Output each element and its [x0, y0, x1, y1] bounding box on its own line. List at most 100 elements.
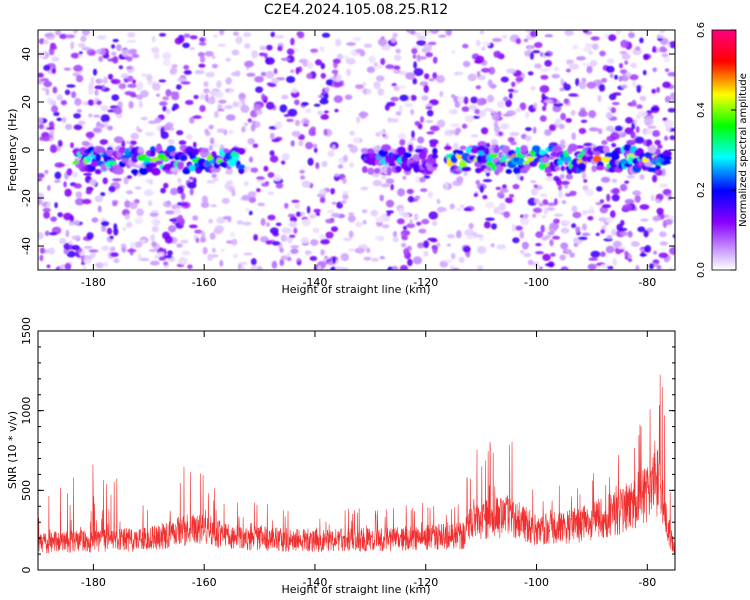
noise-cell: [279, 259, 285, 266]
noise-cell: [417, 56, 427, 60]
noise-cell: [631, 99, 637, 107]
noise-cell: [281, 153, 290, 161]
noise-cell: [656, 207, 664, 215]
noise-cell: [349, 130, 356, 136]
noise-cell: [272, 174, 282, 182]
noise-cell: [64, 188, 72, 197]
noise-cell: [101, 224, 107, 232]
noise-cell: [615, 30, 621, 36]
noise-cell: [342, 177, 347, 184]
noise-cell: [100, 192, 106, 197]
noise-cell: [217, 104, 223, 109]
noise-cell: [425, 52, 434, 58]
noise-cell: [97, 35, 107, 40]
noise-cell: [333, 95, 343, 103]
noise-cell: [621, 53, 631, 60]
noise-cell: [46, 127, 55, 130]
noise-cell: [622, 204, 633, 211]
noise-cell: [395, 48, 401, 54]
noise-cell: [59, 33, 68, 40]
noise-cell: [393, 65, 401, 70]
noise-cell: [630, 62, 638, 69]
noise-cell: [467, 73, 477, 82]
noise-cell: [436, 242, 441, 247]
noise-cell: [167, 225, 177, 233]
noise-cell: [399, 138, 406, 146]
signal-cell: [371, 157, 377, 166]
noise-cell: [73, 30, 78, 34]
noise-cell: [406, 223, 416, 229]
noise-cell: [66, 84, 76, 88]
noise-cell: [583, 179, 588, 183]
noise-cell: [267, 191, 275, 195]
noise-cell: [422, 30, 431, 35]
noise-cell: [640, 218, 649, 222]
noise-cell: [654, 139, 661, 146]
noise-cell: [171, 66, 178, 75]
noise-cell: [198, 42, 207, 46]
noise-cell: [159, 101, 168, 106]
noise-cell: [199, 236, 207, 243]
noise-cell: [498, 131, 503, 137]
noise-cell: [42, 207, 51, 213]
noise-cell: [473, 192, 479, 197]
noise-cell: [345, 58, 356, 65]
noise-cell: [55, 30, 62, 36]
noise-cell: [606, 235, 613, 240]
noise-cell: [89, 178, 97, 186]
noise-cell: [392, 230, 398, 238]
noise-cell: [238, 92, 246, 101]
noise-cell: [605, 111, 613, 119]
noise-cell: [479, 30, 485, 35]
noise-cell: [112, 56, 119, 64]
x-tick-label: -180: [81, 276, 106, 289]
noise-cell: [479, 185, 484, 193]
noise-cell: [384, 104, 390, 111]
noise-cell: [38, 72, 44, 78]
signal-cell: [79, 147, 87, 156]
noise-cell: [582, 185, 589, 191]
noise-cell: [176, 243, 183, 248]
signal-cell: [90, 161, 100, 167]
noise-cell: [639, 174, 645, 180]
noise-cell: [652, 46, 657, 53]
noise-cell: [290, 37, 295, 46]
noise-cell: [219, 259, 224, 267]
noise-cell: [263, 165, 269, 172]
noise-cell: [508, 193, 515, 198]
noise-cell: [140, 116, 148, 121]
noise-cell: [107, 73, 114, 80]
noise-cell: [595, 202, 603, 206]
noise-cell: [295, 67, 300, 75]
noise-cell: [639, 37, 644, 44]
noise-cell: [51, 56, 60, 62]
noise-cell: [632, 190, 642, 196]
noise-cell: [92, 68, 98, 76]
noise-cell: [385, 178, 395, 185]
noise-cell: [125, 140, 131, 145]
noise-cell: [553, 218, 560, 224]
noise-cell: [70, 142, 74, 149]
noise-cell: [439, 91, 444, 97]
noise-cell: [514, 225, 523, 231]
noise-cell: [178, 257, 188, 265]
noise-cell: [544, 263, 554, 267]
noise-cell: [205, 71, 215, 78]
noise-cell: [624, 180, 630, 184]
noise-cell: [232, 101, 240, 108]
signal-cell: [539, 149, 546, 156]
noise-cell: [120, 243, 127, 248]
noise-cell: [126, 175, 132, 180]
noise-cell: [507, 88, 515, 93]
noise-cell: [251, 50, 258, 59]
noise-cell: [664, 218, 673, 226]
noise-cell: [81, 198, 92, 205]
noise-cell: [462, 43, 469, 49]
noise-cell: [280, 57, 290, 61]
noise-cell: [423, 240, 430, 249]
noise-cell: [607, 34, 617, 42]
spectrogram-panel: -180 -160 -140 -120 -100 -80 -40 -20 0 20 40 Heig…: [6, 29, 676, 296]
noise-cell: [505, 197, 514, 204]
noise-cell: [150, 219, 158, 224]
noise-cell: [87, 99, 95, 106]
